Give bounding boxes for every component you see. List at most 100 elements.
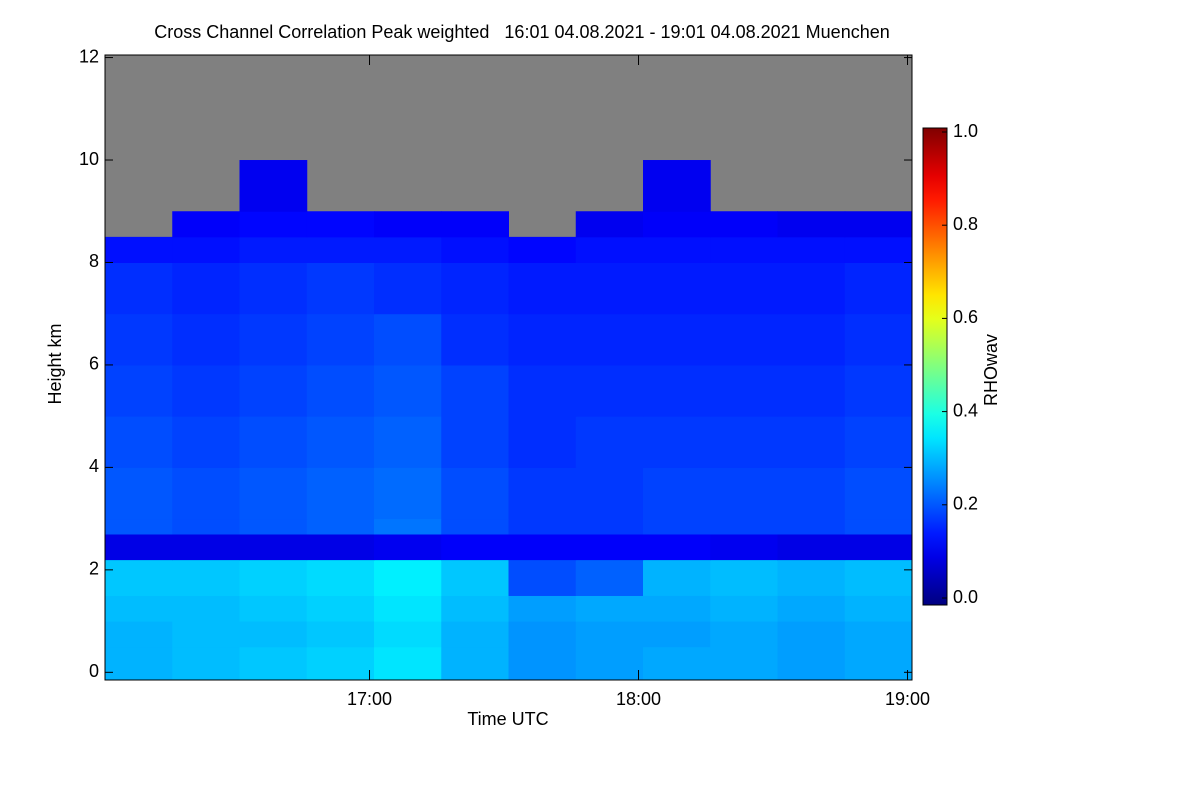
heatmap-cell [441,211,509,238]
heatmap-cell [844,262,913,315]
heatmap-cell [844,621,913,648]
heatmap-cell [441,646,509,681]
heatmap-cell [643,595,711,622]
heatmap-cell [239,595,308,622]
heatmap-cell [575,533,644,561]
heatmap-cell [777,621,846,648]
heatmap-cell [306,518,375,535]
heatmap-cell [844,364,913,417]
heatmap-cell [575,236,644,263]
y-tick-label: 10 [79,149,99,169]
heatmap-cell [172,646,240,681]
heatmap-cell [844,559,913,596]
heatmap-cell [239,646,308,681]
heatmap-cell [239,621,308,648]
heatmap-cell [172,236,240,263]
colorbar-tick-label: 0.6 [953,307,978,327]
heatmap-cell [643,533,711,561]
plot-area: 0 2 4 6 8 10 12 17:00 18:00 19:00 [79,46,930,708]
heatmap-cell [777,559,846,596]
colorbar-tick-label: 0.2 [953,494,978,514]
colorbar-label: RHOwav [981,334,1001,406]
heatmap-cell [374,518,442,535]
heatmap-cell [710,313,778,366]
colorbar-tick-label: 0.0 [953,587,978,607]
heatmap-cell [777,533,846,561]
heatmap-cell [508,467,577,520]
heatmap-cell [844,211,913,238]
heatmap-cell [844,533,913,561]
colorbar-tick-label: 0.8 [953,214,978,234]
heatmap-cell [508,416,577,468]
heatmap-cell [306,559,375,596]
heatmap-cell [306,416,375,468]
heatmap-cell [508,533,577,561]
heatmap-cell [441,262,509,315]
heatmap-cell [643,313,711,366]
heatmap-cell [374,262,442,315]
heatmap-cell [508,559,577,596]
heatmap-cell [105,364,173,417]
heatmap-cell [777,416,846,468]
heatmap-cell [105,559,173,596]
heatmap-cell [777,313,846,366]
heatmap-cell [441,467,509,520]
heatmap-cell [441,533,509,561]
heatmap-cell [441,364,509,417]
y-axis-label: Height km [45,323,65,404]
x-tick-label: 19:00 [885,689,930,709]
heatmap-cell [374,559,442,596]
heatmap-cell [172,621,240,648]
heatmap-cell [441,416,509,468]
heatmap-cell [172,595,240,622]
heatmap-cell [844,518,913,535]
heatmap-cell [508,262,577,315]
heatmap-cell [508,595,577,622]
y-tick-label: 6 [89,354,99,374]
heatmap-cell [643,236,711,263]
heatmap-cell [374,416,442,468]
heatmap-cell [374,364,442,417]
heatmap-cell [239,467,308,520]
heatmap-cell [172,559,240,596]
heatmap-cell [643,518,711,535]
heatmap-cell [105,313,173,366]
heatmap-cell [239,236,308,263]
heatmap-cell [575,518,644,535]
heatmap-cell [710,646,778,681]
heatmap-cell [777,646,846,681]
heatmap-cell [575,595,644,622]
heatmap-cell [239,416,308,468]
heatmap-cell [172,262,240,315]
heatmap-cell [306,595,375,622]
heatmap-cell [844,646,913,681]
heatmap-cell [844,313,913,366]
heatmap-cell [844,236,913,263]
heatmap-cell [441,313,509,366]
heatmap-cell [575,621,644,648]
heatmap-cell [172,416,240,468]
heatmap-cell [575,313,644,366]
heatmap-cell [105,646,173,681]
heatmap-cell [575,559,644,596]
heatmap-cell [306,236,375,263]
heatmap-cell [374,621,442,648]
heatmap-cell [710,595,778,622]
heatmap-cell [374,533,442,561]
heatmap-cell [105,595,173,622]
heatmap-cell [239,313,308,366]
heatmap-cell [777,467,846,520]
heatmap-cell [710,518,778,535]
heatmap-cell [172,533,240,561]
heatmap-cell [508,313,577,366]
heatmap-cell [172,518,240,535]
heatmap-cell [441,595,509,622]
heatmap-cell [172,211,240,238]
heatmap-cell [643,621,711,648]
heatmap-cell [239,533,308,561]
heatmap-cell [374,595,442,622]
heatmap-cell [239,559,308,596]
heatmap-cell [306,621,375,648]
heatmap-cell [374,313,442,366]
heatmap-cell [239,160,308,212]
